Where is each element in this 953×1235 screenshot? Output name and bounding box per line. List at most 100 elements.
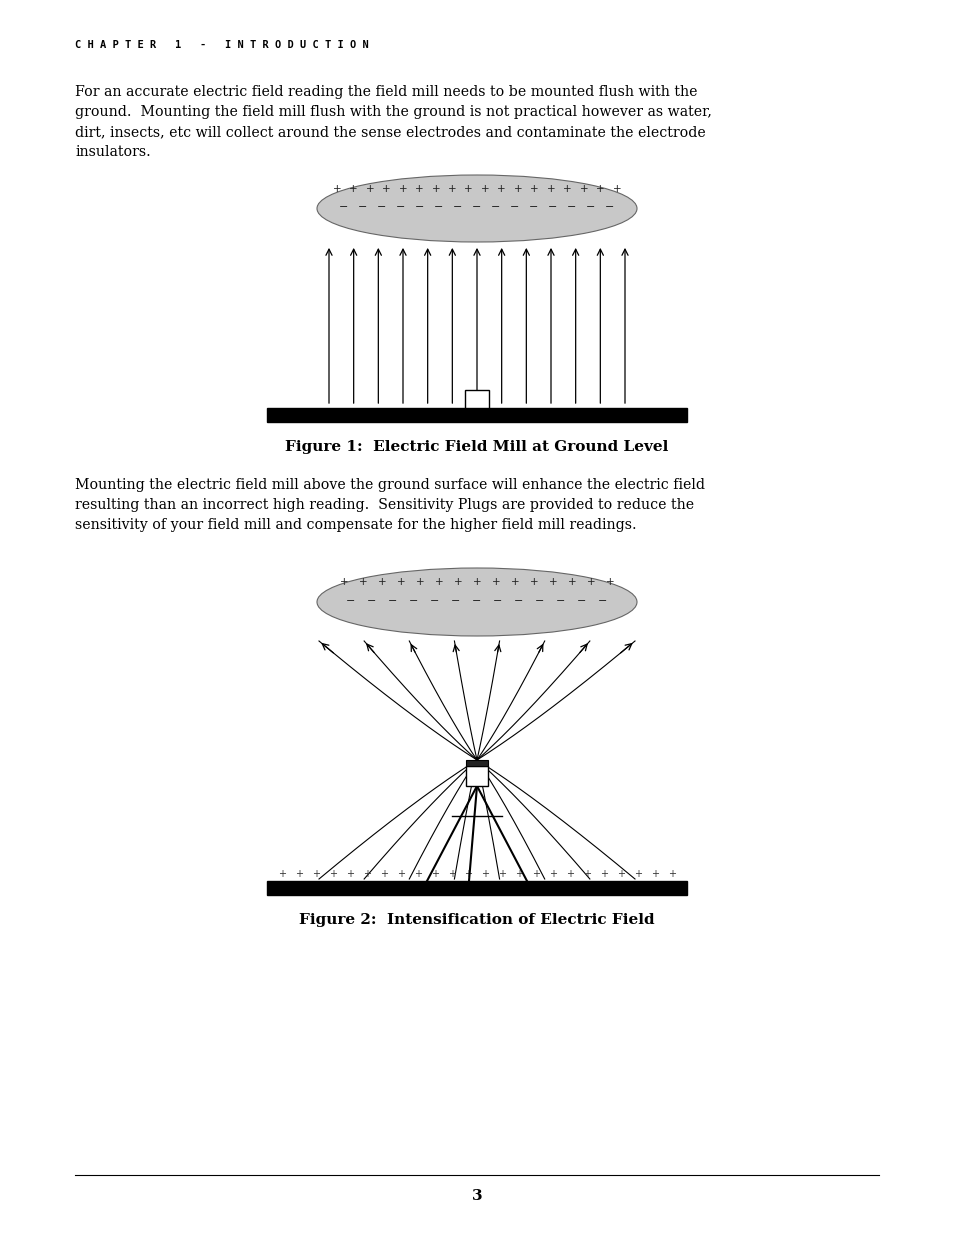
Bar [464, 390, 489, 408]
Text: +: + [605, 577, 614, 587]
Text: +: + [396, 869, 404, 879]
Text: Figure 2:  Intensification of Electric Field: Figure 2: Intensification of Electric Fi… [299, 913, 654, 927]
Text: +: + [339, 577, 348, 587]
Text: +: + [362, 869, 371, 879]
Text: +: + [497, 869, 506, 879]
Text: +: + [277, 869, 286, 879]
Text: +: + [586, 577, 595, 587]
Text: +: + [599, 869, 607, 879]
Text: +: + [382, 184, 391, 194]
Text: −: − [434, 203, 443, 212]
Text: −: − [339, 203, 349, 212]
Text: +: + [634, 869, 641, 879]
Text: +: + [515, 869, 523, 879]
Text: +: + [396, 577, 405, 587]
Text: −: − [388, 597, 397, 606]
Text: −: − [472, 203, 481, 212]
Bar [465, 760, 488, 766]
Text: +: + [510, 577, 518, 587]
Text: −: − [346, 597, 355, 606]
Text: +: + [562, 184, 571, 194]
Text: −: − [598, 597, 607, 606]
Text: +: + [596, 184, 604, 194]
Text: +: + [464, 184, 473, 194]
Text: +: + [532, 869, 539, 879]
Text: −: − [535, 597, 544, 606]
Text: +: + [667, 869, 676, 879]
Text: +: + [414, 869, 421, 879]
Text: −: − [409, 597, 418, 606]
Text: +: + [546, 184, 555, 194]
Text: +: + [481, 869, 489, 879]
Text: +: + [431, 184, 439, 194]
Text: −: − [548, 203, 558, 212]
Text: +: + [379, 869, 387, 879]
Text: +: + [612, 184, 620, 194]
Text: +: + [312, 869, 319, 879]
Text: For an accurate electric field reading the field mill needs to be mounted flush : For an accurate electric field reading t… [75, 85, 697, 99]
Text: −: − [567, 203, 576, 212]
Text: +: + [377, 577, 386, 587]
Text: +: + [329, 869, 336, 879]
Text: −: − [430, 597, 439, 606]
Text: 3: 3 [471, 1189, 482, 1203]
Bar [465, 766, 488, 785]
Text: −: − [415, 203, 424, 212]
Text: +: + [454, 577, 462, 587]
Text: −: − [472, 597, 481, 606]
Text: +: + [582, 869, 591, 879]
Text: −: − [395, 203, 405, 212]
Text: +: + [529, 577, 537, 587]
Text: +: + [579, 184, 588, 194]
Text: +: + [567, 577, 576, 587]
Text: −: − [529, 203, 538, 212]
Text: +: + [514, 184, 522, 194]
Ellipse shape [316, 175, 637, 242]
Text: +: + [346, 869, 354, 879]
Text: +: + [549, 869, 557, 879]
Text: −: − [586, 203, 595, 212]
Text: C H A P T E R   1   -   I N T R O D U C T I O N: C H A P T E R 1 - I N T R O D U C T I O … [75, 40, 369, 49]
Text: Figure 1:  Electric Field Mill at Ground Level: Figure 1: Electric Field Mill at Ground … [285, 440, 668, 454]
Text: Mounting the electric field mill above the ground surface will enhance the elect: Mounting the electric field mill above t… [75, 478, 704, 492]
Text: dirt, insects, etc will collect around the sense electrodes and contaminate the : dirt, insects, etc will collect around t… [75, 125, 705, 140]
Text: −: − [556, 597, 565, 606]
Text: −: − [451, 597, 460, 606]
Text: +: + [480, 184, 489, 194]
Text: +: + [530, 184, 538, 194]
Text: −: − [514, 597, 523, 606]
Text: resulting than an incorrect high reading.  Sensitivity Plugs are provided to red: resulting than an incorrect high reading… [75, 498, 694, 513]
Text: −: − [358, 203, 367, 212]
Text: +: + [333, 184, 341, 194]
Text: +: + [464, 869, 472, 879]
Text: −: − [491, 203, 500, 212]
Text: +: + [497, 184, 505, 194]
Text: sensitivity of your field mill and compensate for the higher field mill readings: sensitivity of your field mill and compe… [75, 517, 636, 532]
Bar [267, 881, 686, 895]
Text: −: − [604, 203, 614, 212]
Text: +: + [448, 184, 456, 194]
Text: −: − [367, 597, 376, 606]
Text: +: + [617, 869, 624, 879]
Ellipse shape [316, 568, 637, 636]
Text: +: + [548, 577, 557, 587]
Text: +: + [294, 869, 303, 879]
Text: +: + [447, 869, 456, 879]
Text: −: − [510, 203, 519, 212]
Text: +: + [398, 184, 407, 194]
Text: +: + [472, 577, 481, 587]
Text: −: − [493, 597, 502, 606]
Text: +: + [650, 869, 659, 879]
Text: −: − [453, 203, 462, 212]
Text: +: + [358, 577, 367, 587]
Text: +: + [415, 184, 423, 194]
Bar [267, 408, 686, 422]
Text: +: + [430, 869, 438, 879]
Text: insulators.: insulators. [75, 144, 151, 159]
Text: +: + [416, 577, 424, 587]
Text: +: + [491, 577, 499, 587]
Text: +: + [349, 184, 357, 194]
Text: +: + [435, 577, 443, 587]
Text: +: + [365, 184, 374, 194]
Text: ground.  Mounting the field mill flush with the ground is not practical however : ground. Mounting the field mill flush wi… [75, 105, 711, 119]
